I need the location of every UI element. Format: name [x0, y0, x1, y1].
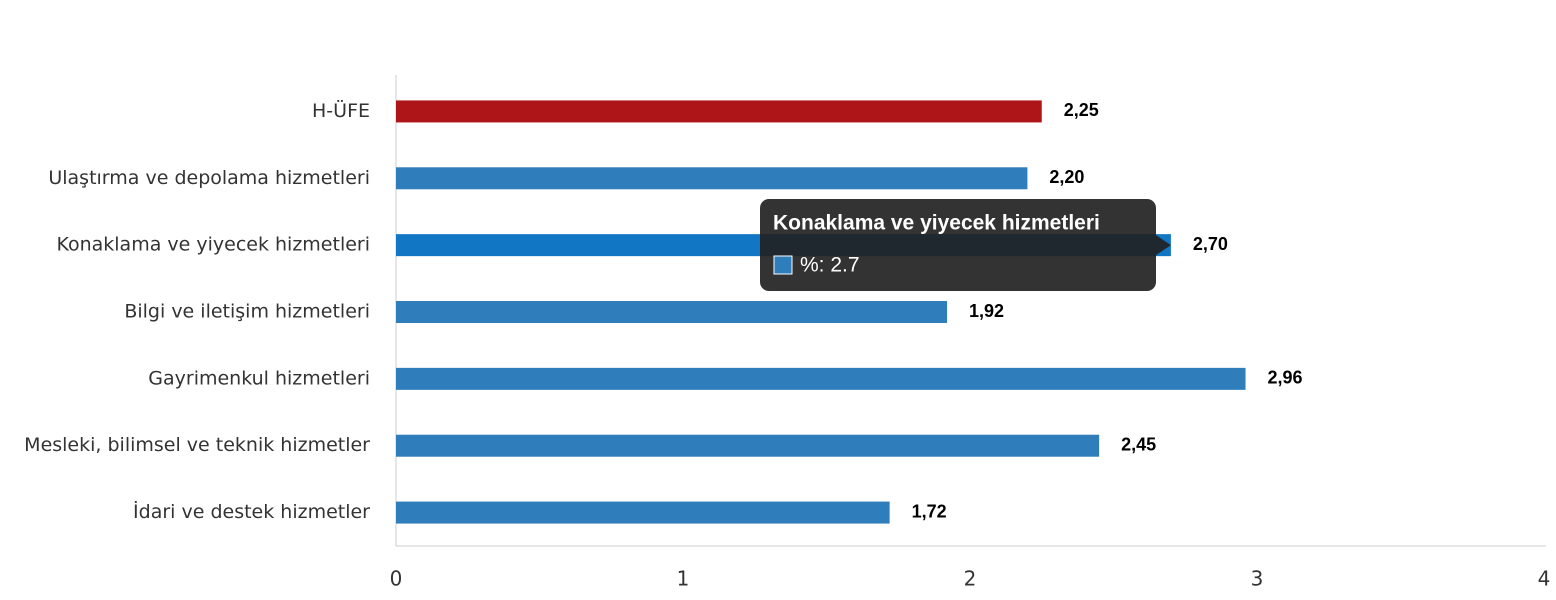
x-tick-label: 0: [390, 567, 403, 591]
value-label: 2,20: [1049, 167, 1084, 187]
x-tick-label: 2: [964, 567, 977, 591]
value-label: 1,92: [969, 301, 1004, 321]
value-label: 2,25: [1064, 100, 1099, 120]
bar: [396, 367, 1246, 390]
tooltip-title: Konaklama ve yiyecek hizmetleri: [773, 212, 1100, 235]
category-label: Mesleki, bilimsel ve teknik hizmetler: [24, 434, 370, 456]
value-label: 2,70: [1193, 234, 1228, 254]
bar: [396, 167, 1028, 190]
bar: [396, 434, 1100, 457]
x-tick-label: 1: [677, 567, 690, 591]
value-label: 1,72: [912, 501, 947, 521]
category-label: Konaklama ve yiyecek hizmetleri: [56, 234, 370, 256]
tooltip: Konaklama ve yiyecek hizmetleri %: 2.7: [760, 199, 1171, 291]
tooltip-text: %: 2.7: [800, 254, 860, 277]
bar: [396, 100, 1042, 123]
value-label: 2,45: [1121, 434, 1156, 454]
category-label: Ulaştırma ve depolama hizmetleri: [48, 167, 370, 189]
value-label: 2,96: [1268, 368, 1303, 388]
category-label: Gayrimenkul hizmetleri: [148, 367, 370, 389]
category-label: Bilgi ve iletişim hizmetleri: [124, 301, 370, 323]
category-label: İdari ve destek hizmetler: [133, 500, 370, 523]
tooltip-swatch: [773, 255, 793, 275]
bar: [396, 301, 948, 323]
category-label: H-ÜFE: [312, 99, 370, 122]
x-tick-label: 3: [1251, 567, 1264, 591]
x-tick-label: 4: [1538, 567, 1551, 591]
bar: [396, 501, 890, 524]
tooltip-arrow: [1156, 235, 1171, 256]
tooltip-box: [760, 199, 1156, 291]
